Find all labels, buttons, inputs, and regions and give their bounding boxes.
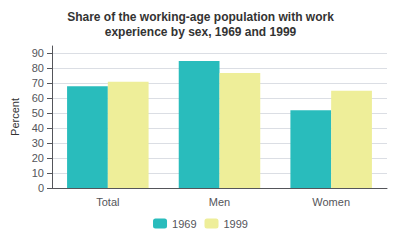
svg-text:30: 30 <box>32 137 44 149</box>
svg-text:experience by sex, 1969 and 19: experience by sex, 1969 and 1999 <box>105 25 297 39</box>
svg-text:1969: 1969 <box>172 218 196 230</box>
svg-text:Share of the working-age popul: Share of the working-age population with… <box>67 10 334 24</box>
svg-text:60: 60 <box>32 92 44 104</box>
svg-text:70: 70 <box>32 77 44 89</box>
svg-text:20: 20 <box>32 152 44 164</box>
svg-text:0: 0 <box>38 182 44 194</box>
svg-text:Percent: Percent <box>9 98 21 136</box>
svg-text:Total: Total <box>96 196 119 208</box>
svg-text:90: 90 <box>32 47 44 59</box>
svg-text:50: 50 <box>32 107 44 119</box>
svg-text:1999: 1999 <box>224 218 248 230</box>
svg-text:80: 80 <box>32 62 44 74</box>
svg-text:Men: Men <box>209 196 230 208</box>
svg-text:Women: Women <box>312 196 350 208</box>
svg-text:40: 40 <box>32 122 44 134</box>
svg-text:10: 10 <box>32 167 44 179</box>
